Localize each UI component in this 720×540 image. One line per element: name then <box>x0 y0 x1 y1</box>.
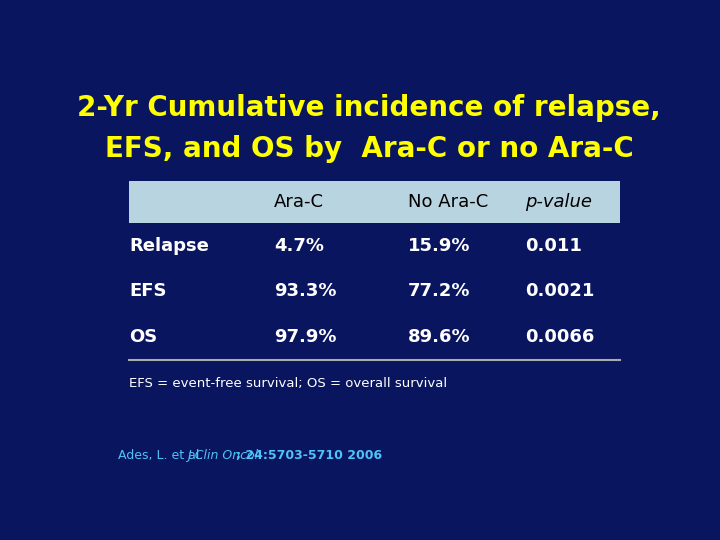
Text: 93.3%: 93.3% <box>274 282 337 300</box>
Text: Relapse: Relapse <box>129 237 209 255</box>
Text: J Clin Oncol: J Clin Oncol <box>187 449 258 462</box>
Text: 0.0021: 0.0021 <box>526 282 595 300</box>
Text: ; 24:5703-5710 2006: ; 24:5703-5710 2006 <box>236 449 382 462</box>
Text: OS: OS <box>129 328 157 346</box>
Text: Ara-C: Ara-C <box>274 193 324 211</box>
Text: 89.6%: 89.6% <box>408 328 471 346</box>
Text: EFS: EFS <box>129 282 166 300</box>
Text: EFS = event-free survival; OS = overall survival: EFS = event-free survival; OS = overall … <box>129 377 447 390</box>
Text: 15.9%: 15.9% <box>408 237 471 255</box>
Text: 0.011: 0.011 <box>526 237 582 255</box>
FancyBboxPatch shape <box>129 181 620 223</box>
Text: EFS, and OS by  Ara-C or no Ara-C: EFS, and OS by Ara-C or no Ara-C <box>104 136 634 164</box>
Text: p-value: p-value <box>526 193 593 211</box>
Text: No Ara-C: No Ara-C <box>408 193 488 211</box>
Text: 77.2%: 77.2% <box>408 282 471 300</box>
Text: 97.9%: 97.9% <box>274 328 337 346</box>
Text: 4.7%: 4.7% <box>274 237 324 255</box>
Text: 2-Yr Cumulative incidence of relapse,: 2-Yr Cumulative incidence of relapse, <box>77 94 661 122</box>
Text: Ades, L. et al.: Ades, L. et al. <box>118 449 207 462</box>
Text: 0.0066: 0.0066 <box>526 328 595 346</box>
